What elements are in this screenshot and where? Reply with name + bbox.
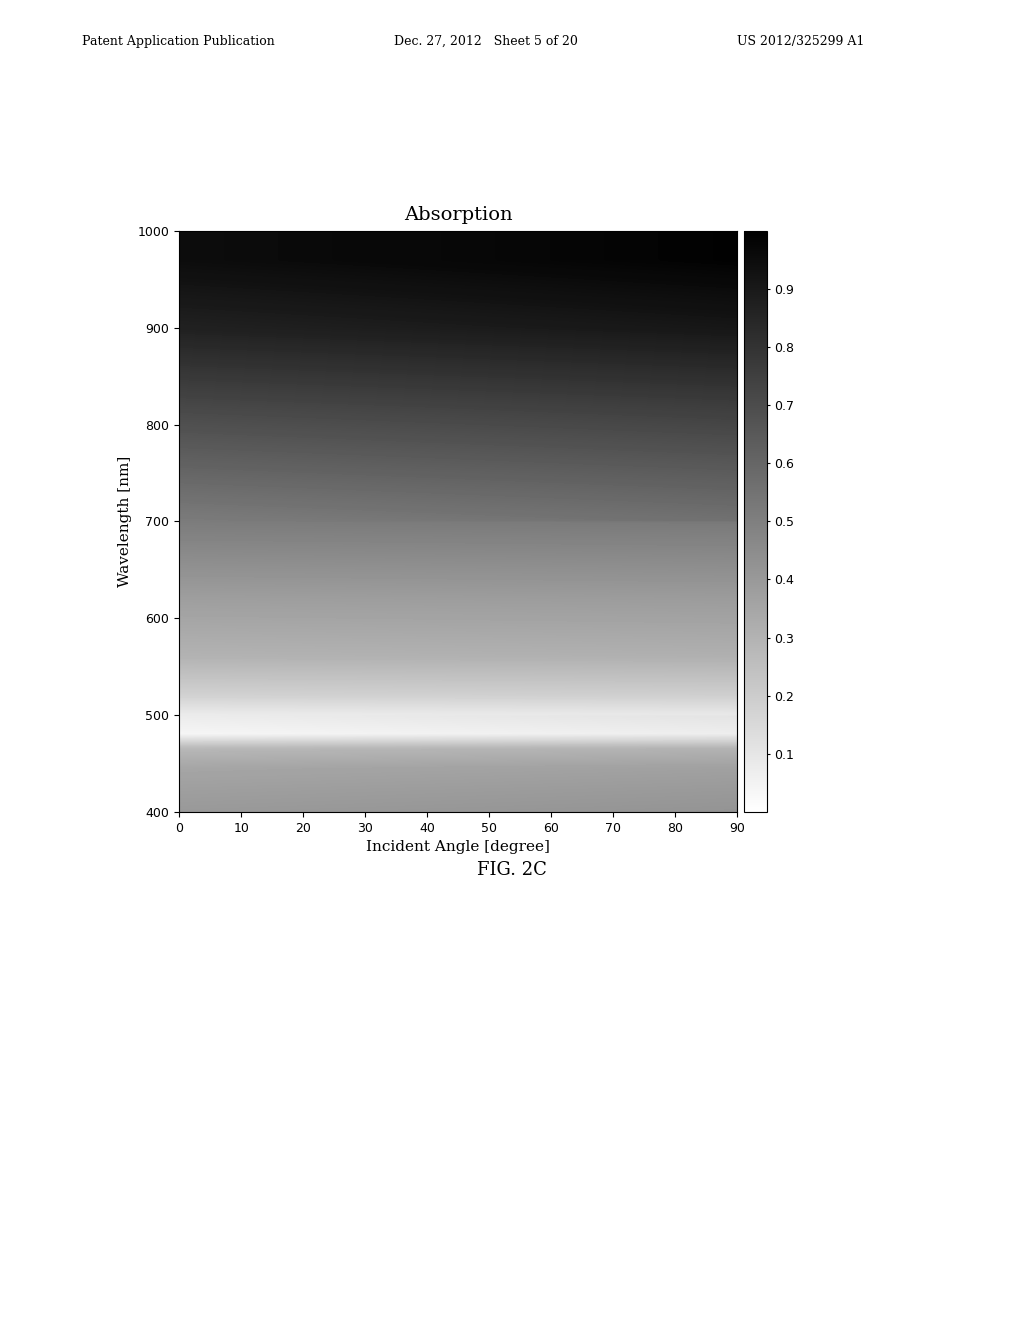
Text: US 2012/325299 A1: US 2012/325299 A1 <box>737 34 864 48</box>
Text: FIG. 2C: FIG. 2C <box>477 861 547 879</box>
Title: Absorption: Absorption <box>403 206 513 224</box>
Text: Dec. 27, 2012   Sheet 5 of 20: Dec. 27, 2012 Sheet 5 of 20 <box>394 34 579 48</box>
X-axis label: Incident Angle [degree]: Incident Angle [degree] <box>367 840 550 854</box>
Text: Patent Application Publication: Patent Application Publication <box>82 34 274 48</box>
Y-axis label: Wavelength [nm]: Wavelength [nm] <box>118 455 132 587</box>
